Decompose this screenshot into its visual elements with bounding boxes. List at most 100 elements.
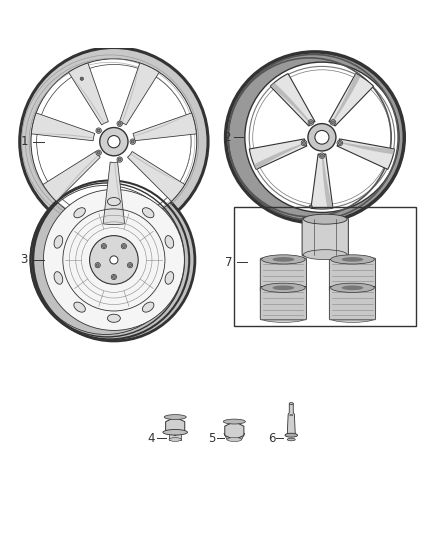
Ellipse shape [342, 286, 364, 290]
Ellipse shape [100, 127, 128, 156]
Ellipse shape [309, 121, 312, 124]
Ellipse shape [164, 415, 186, 419]
Ellipse shape [165, 236, 174, 248]
Ellipse shape [97, 129, 100, 132]
Polygon shape [225, 422, 244, 440]
Polygon shape [127, 151, 185, 201]
Polygon shape [249, 139, 307, 169]
Ellipse shape [331, 255, 374, 264]
Ellipse shape [338, 141, 341, 144]
Ellipse shape [308, 119, 314, 125]
Polygon shape [339, 141, 395, 154]
Polygon shape [133, 113, 196, 141]
Ellipse shape [95, 263, 100, 268]
Ellipse shape [131, 140, 134, 143]
Polygon shape [337, 139, 395, 169]
Ellipse shape [330, 119, 336, 125]
Ellipse shape [54, 236, 63, 248]
Ellipse shape [337, 140, 343, 146]
Ellipse shape [121, 244, 127, 249]
Polygon shape [331, 74, 360, 124]
Polygon shape [131, 154, 185, 184]
Ellipse shape [20, 47, 208, 236]
Ellipse shape [261, 286, 305, 294]
FancyBboxPatch shape [260, 286, 307, 320]
Text: 4: 4 [147, 432, 155, 445]
Ellipse shape [111, 274, 117, 280]
Polygon shape [134, 113, 191, 136]
Ellipse shape [127, 263, 133, 268]
Ellipse shape [97, 151, 100, 154]
Ellipse shape [320, 154, 323, 157]
Ellipse shape [315, 131, 329, 144]
Text: 2: 2 [223, 131, 231, 144]
Circle shape [80, 77, 84, 80]
Ellipse shape [74, 208, 85, 218]
FancyBboxPatch shape [329, 286, 376, 320]
Ellipse shape [107, 198, 120, 206]
Polygon shape [69, 63, 108, 125]
Polygon shape [57, 155, 99, 201]
Ellipse shape [101, 244, 106, 249]
Ellipse shape [319, 153, 325, 158]
Ellipse shape [308, 124, 336, 151]
Polygon shape [114, 163, 125, 224]
Ellipse shape [108, 135, 120, 148]
Polygon shape [32, 113, 95, 141]
Ellipse shape [304, 214, 347, 224]
Ellipse shape [43, 189, 184, 330]
Ellipse shape [54, 272, 63, 284]
Ellipse shape [33, 179, 195, 341]
Ellipse shape [331, 283, 374, 293]
Polygon shape [69, 72, 104, 124]
Ellipse shape [31, 59, 197, 224]
Ellipse shape [113, 276, 115, 278]
Ellipse shape [272, 286, 294, 290]
Ellipse shape [96, 264, 99, 266]
Polygon shape [166, 417, 185, 435]
Ellipse shape [303, 141, 306, 144]
Ellipse shape [96, 128, 101, 133]
Ellipse shape [96, 150, 101, 156]
Ellipse shape [290, 414, 293, 416]
Ellipse shape [165, 272, 174, 284]
Ellipse shape [332, 121, 335, 124]
Ellipse shape [261, 283, 305, 293]
Ellipse shape [142, 302, 154, 312]
Bar [234, 207, 416, 326]
Polygon shape [311, 154, 333, 209]
Ellipse shape [304, 249, 347, 260]
Ellipse shape [245, 62, 399, 213]
Polygon shape [287, 403, 295, 434]
Ellipse shape [90, 236, 138, 284]
Text: 1: 1 [20, 135, 28, 148]
Polygon shape [254, 142, 306, 169]
Ellipse shape [272, 257, 294, 262]
FancyBboxPatch shape [329, 258, 376, 292]
Ellipse shape [289, 402, 293, 405]
FancyBboxPatch shape [302, 218, 348, 256]
Ellipse shape [117, 121, 123, 126]
Ellipse shape [102, 245, 105, 248]
Polygon shape [43, 151, 100, 201]
Ellipse shape [261, 255, 305, 264]
Ellipse shape [118, 158, 121, 161]
Polygon shape [120, 63, 159, 125]
Ellipse shape [130, 139, 135, 144]
Ellipse shape [223, 419, 245, 424]
Ellipse shape [123, 245, 125, 248]
FancyBboxPatch shape [260, 258, 307, 292]
Ellipse shape [117, 157, 123, 163]
Ellipse shape [287, 438, 295, 441]
Ellipse shape [285, 433, 297, 437]
Text: 3: 3 [21, 253, 28, 266]
Text: 6: 6 [268, 432, 276, 445]
Polygon shape [224, 433, 245, 440]
Polygon shape [122, 63, 140, 123]
Ellipse shape [118, 123, 121, 125]
Ellipse shape [74, 302, 85, 312]
Ellipse shape [110, 256, 118, 264]
Text: 5: 5 [208, 432, 215, 445]
Ellipse shape [226, 52, 404, 223]
Ellipse shape [342, 257, 364, 262]
